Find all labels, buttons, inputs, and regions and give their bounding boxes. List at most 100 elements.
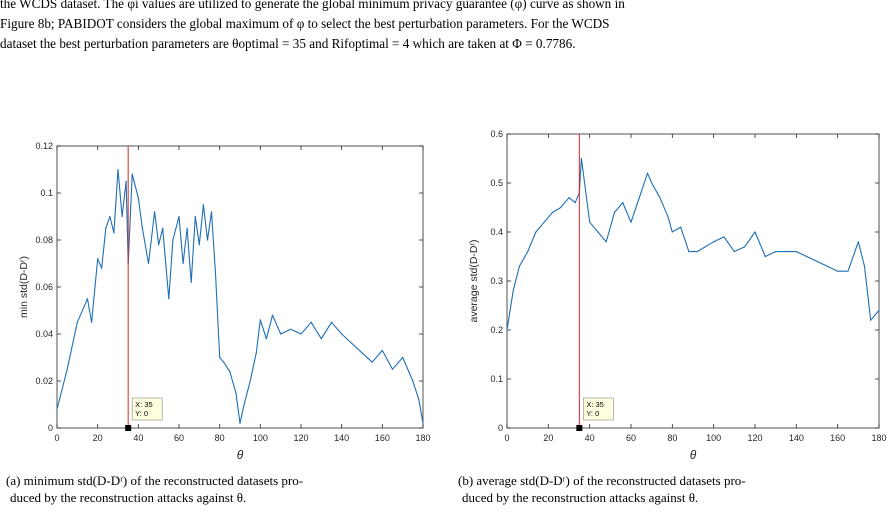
data-point <box>255 352 257 354</box>
data-point <box>870 319 872 321</box>
data-point <box>688 251 690 253</box>
intro-line-1: the WCDS dataset. The φi values are util… <box>0 0 625 11</box>
caption-b-line-2: duced by the reconstruction attacks agai… <box>462 490 699 505</box>
datatip-x: X: 35 <box>586 400 604 409</box>
x-tick-label: 140 <box>789 433 804 443</box>
data-point <box>381 349 383 352</box>
series-line <box>56 168 424 424</box>
data-point <box>527 251 529 253</box>
x-tick-label: 180 <box>415 433 430 443</box>
data-point <box>651 182 653 184</box>
data-point <box>90 321 93 323</box>
data-point <box>186 227 188 229</box>
data-point <box>638 197 640 199</box>
data-point <box>320 338 322 340</box>
data-point <box>696 251 698 253</box>
data-point <box>568 197 570 199</box>
data-point <box>219 356 221 359</box>
x-tick-label: 100 <box>253 433 268 443</box>
data-point <box>300 333 302 335</box>
data-point <box>172 239 174 241</box>
data-point <box>589 221 591 223</box>
x-axis-label: θ <box>690 448 697 460</box>
data-point <box>223 361 225 363</box>
data-point <box>265 338 268 340</box>
datatip-x: X: 35 <box>135 400 153 409</box>
data-point <box>121 215 123 218</box>
data-point <box>210 211 213 213</box>
data-point <box>280 333 282 335</box>
data-point <box>857 241 859 243</box>
data-point <box>113 232 115 234</box>
data-point <box>863 265 866 267</box>
data-point <box>671 231 673 233</box>
data-point <box>391 368 394 370</box>
y-axis-label: min std(D-Dʳ) <box>18 256 30 318</box>
data-point <box>131 173 133 175</box>
data-point <box>168 298 170 300</box>
caption-b-line-1: (b) average std(D-Dʳ) of the reconstruct… <box>458 473 746 488</box>
data-point <box>351 342 353 344</box>
datatip: X: 35Y: 0 <box>131 397 163 421</box>
x-tick-label: 140 <box>334 433 349 443</box>
data-point <box>580 157 582 160</box>
data-point <box>506 329 508 331</box>
data-point <box>117 168 119 171</box>
data-point <box>622 202 624 204</box>
data-point <box>243 403 245 406</box>
data-point <box>512 290 514 292</box>
data-point <box>66 368 68 370</box>
data-point <box>659 197 661 199</box>
data-point <box>613 211 616 213</box>
data-point <box>141 227 143 229</box>
data-point <box>518 265 520 267</box>
x-tick-label: 120 <box>747 433 762 443</box>
data-point <box>795 251 797 253</box>
data-point <box>371 361 373 363</box>
data-point <box>154 211 156 213</box>
x-axis-label: θ <box>237 448 244 460</box>
data-point <box>249 380 251 382</box>
data-point <box>560 206 562 209</box>
data-point <box>826 265 828 267</box>
data-point <box>704 246 706 248</box>
data-point <box>667 216 669 218</box>
y-tick-label: 0.1 <box>40 188 53 198</box>
data-point <box>754 231 756 233</box>
caption-a-line-2: duced by the reconstruction attacks agai… <box>10 490 247 505</box>
y-tick-label: 0.02 <box>35 376 53 386</box>
y-tick-label: 0.2 <box>490 325 503 335</box>
data-point <box>543 221 545 223</box>
x-tick-label: 100 <box>706 433 721 443</box>
data-point <box>259 319 261 321</box>
data-point <box>215 274 217 276</box>
marker-point <box>576 425 583 431</box>
y-tick-label: 0.3 <box>490 276 503 286</box>
data-point <box>97 258 99 260</box>
data-point <box>239 422 241 424</box>
y-tick-label: 0.6 <box>490 129 503 139</box>
data-point <box>125 180 127 182</box>
data-point <box>764 255 766 258</box>
y-tick-label: 0.08 <box>35 235 53 245</box>
data-point <box>194 215 196 218</box>
data-point <box>646 172 649 174</box>
x-tick-label: 120 <box>293 433 308 443</box>
x-tick-label: 80 <box>667 433 677 443</box>
data-point <box>290 328 292 330</box>
x-tick-label: 0 <box>504 433 509 443</box>
data-point <box>733 251 735 253</box>
data-point <box>202 204 204 206</box>
data-point <box>56 408 58 410</box>
data-point <box>182 262 184 265</box>
data-point <box>76 321 78 323</box>
axes-box <box>56 145 424 429</box>
x-tick-label: 0 <box>54 433 59 443</box>
intro-line-2: Figure 8b; PABIDOT considers the global … <box>0 16 610 31</box>
series-line <box>506 157 880 331</box>
data-point <box>402 356 404 359</box>
datatip-box <box>583 397 614 421</box>
caption-a: (a) minimum std(D-Dʳ) of the reconstruct… <box>6 472 436 506</box>
data-point <box>235 392 237 394</box>
data-point <box>109 215 111 218</box>
